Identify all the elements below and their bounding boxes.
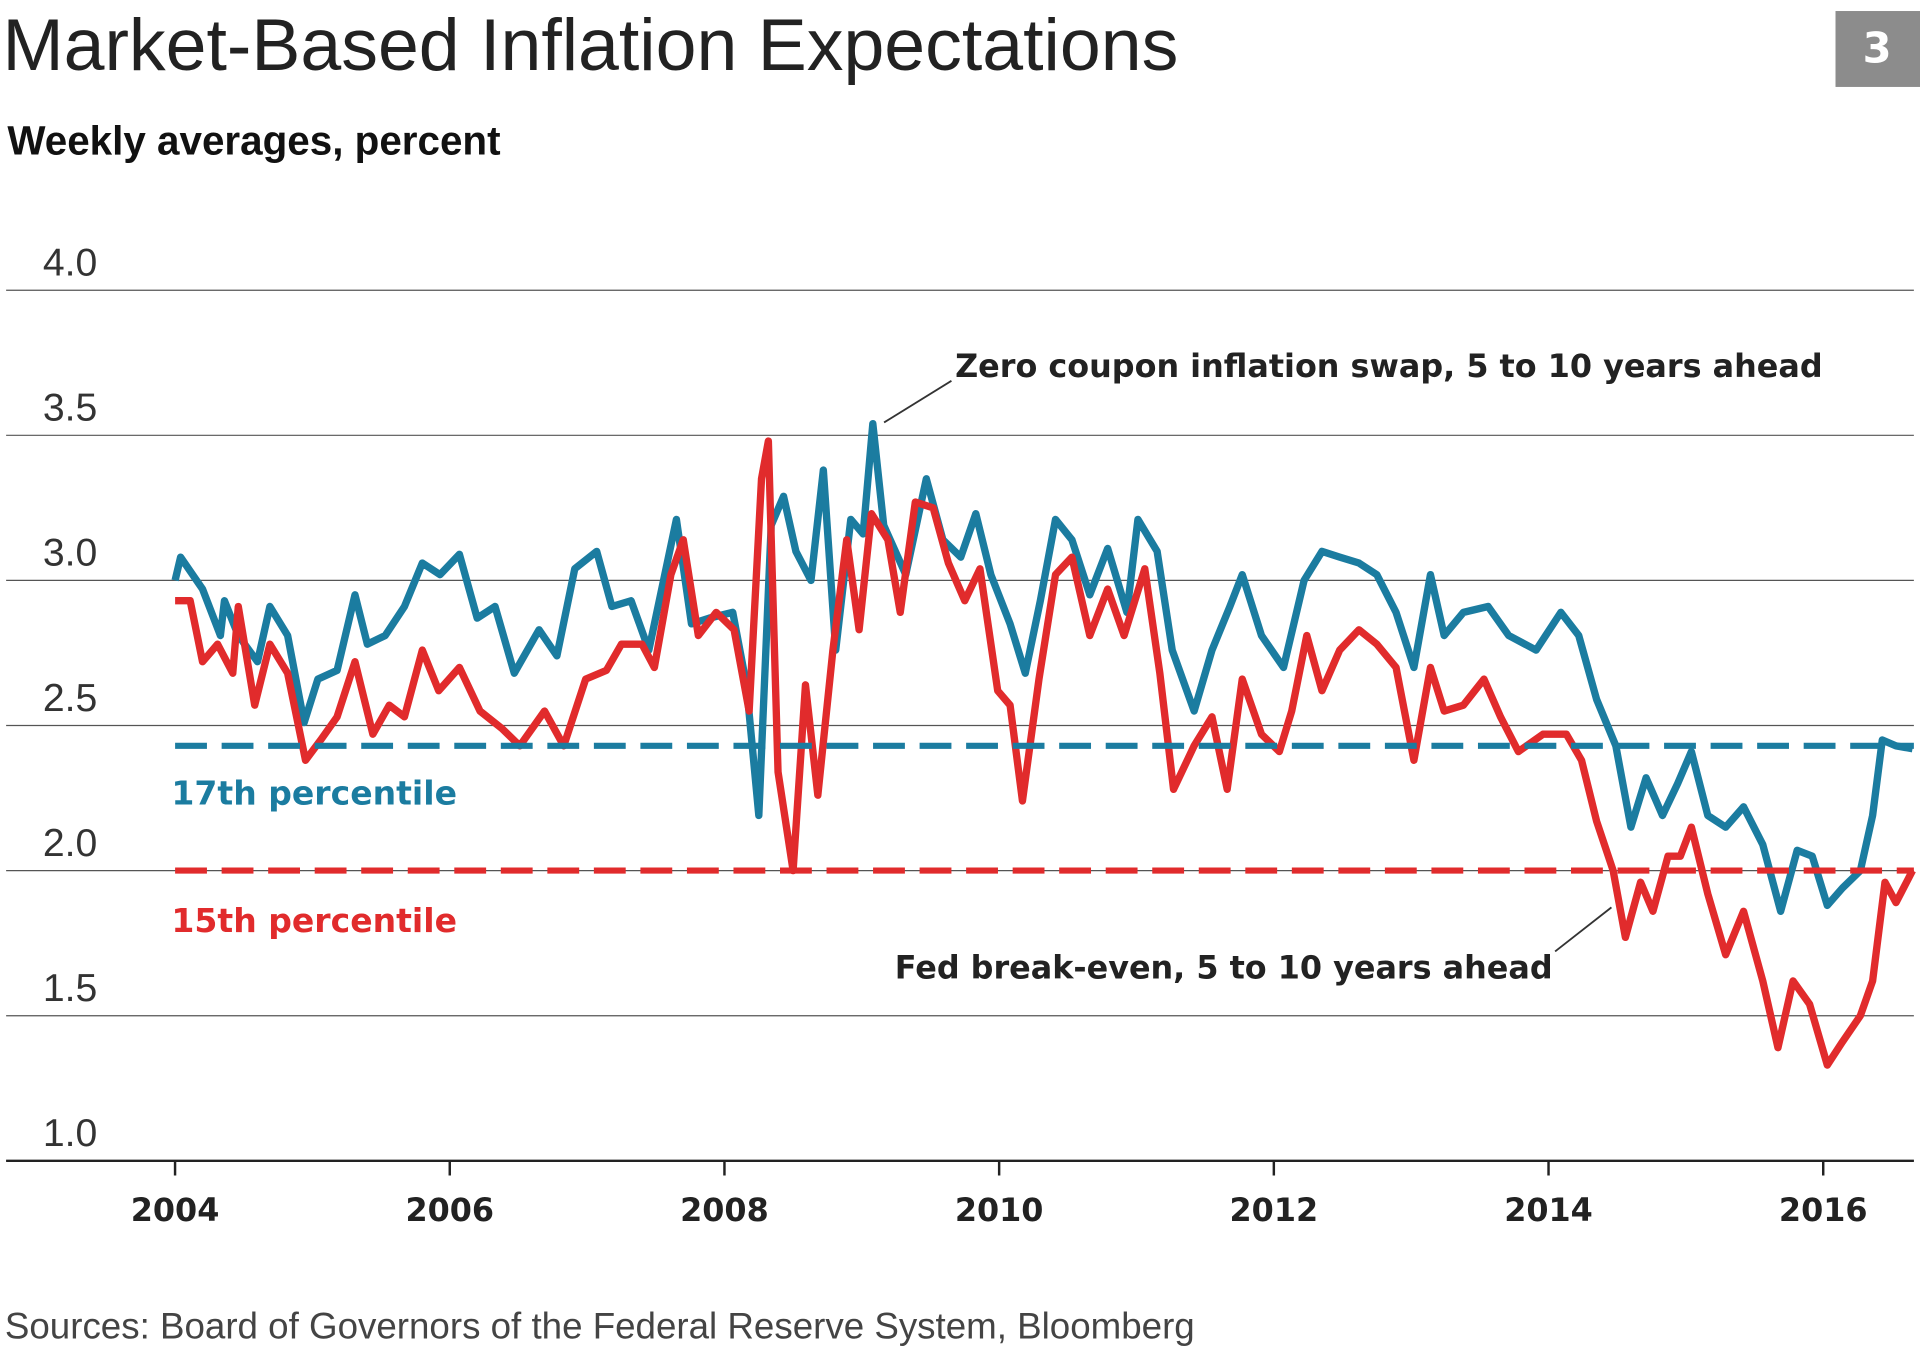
y-tick-label: 3.0 xyxy=(43,532,97,575)
y-tick-label: 4.0 xyxy=(43,242,97,285)
chart-subtitle: Weekly averages, percent xyxy=(7,117,500,163)
page-number: 3 xyxy=(1863,23,1892,72)
x-tick-label: 2016 xyxy=(1779,1191,1868,1229)
x-tick-label: 2008 xyxy=(680,1191,769,1229)
chart-title: Market-Based Inflation Expectations xyxy=(2,3,1178,86)
y-tick-label: 2.5 xyxy=(43,677,97,720)
y-tick-label: 3.5 xyxy=(43,387,97,430)
annotation: Fed break-even, 5 to 10 years ahead xyxy=(895,948,1553,986)
source: Sources: Board of Governors of the Feder… xyxy=(5,1305,1195,1346)
x-tick-label: 2014 xyxy=(1504,1191,1593,1229)
y-tick-label: 1.5 xyxy=(43,967,97,1010)
leader-line xyxy=(1554,906,1612,953)
x-tick-label: 2012 xyxy=(1230,1191,1319,1229)
series-line xyxy=(175,437,1916,1069)
x-tick-label: 2010 xyxy=(955,1191,1044,1229)
series-line xyxy=(171,419,1914,915)
leader-line xyxy=(883,380,952,424)
y-tick-label: 2.0 xyxy=(43,822,97,865)
x-tick-label: 2006 xyxy=(405,1191,494,1229)
reference-label: 17th percentile xyxy=(171,773,457,812)
x-tick-label: 2004 xyxy=(131,1191,220,1229)
reference-label: 15th percentile xyxy=(171,901,457,940)
page-badge xyxy=(1835,11,1920,87)
annotation: Zero coupon inflation swap, 5 to 10 year… xyxy=(955,347,1823,385)
y-tick-label: 1.0 xyxy=(43,1112,97,1155)
